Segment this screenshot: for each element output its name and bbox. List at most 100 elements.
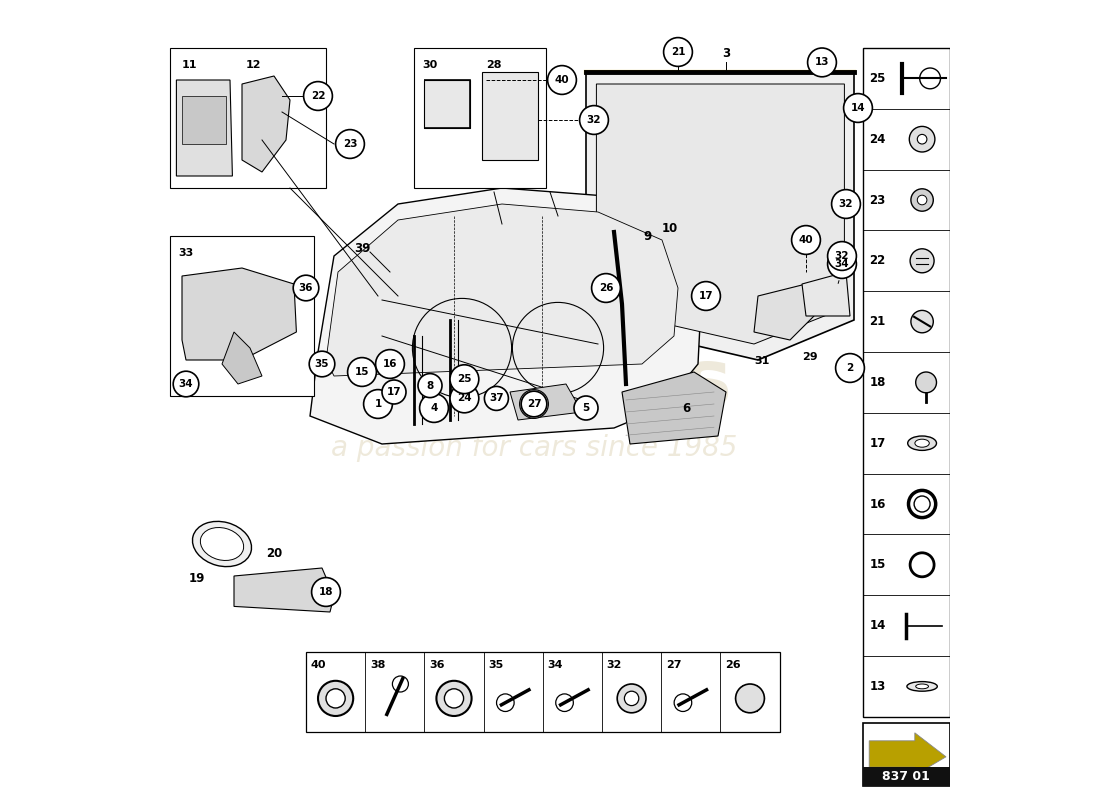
Circle shape (807, 48, 836, 77)
Text: 35: 35 (315, 359, 329, 369)
Circle shape (437, 681, 472, 716)
Text: 39: 39 (354, 242, 371, 254)
Ellipse shape (915, 439, 930, 447)
Bar (862, 723, 950, 786)
Text: 32: 32 (835, 251, 849, 261)
Circle shape (326, 689, 345, 708)
Circle shape (450, 365, 478, 394)
Circle shape (304, 82, 332, 110)
Circle shape (844, 94, 872, 122)
Circle shape (444, 689, 463, 708)
Text: 22: 22 (310, 91, 326, 101)
Polygon shape (621, 372, 726, 444)
Circle shape (574, 396, 598, 420)
Text: 22: 22 (869, 254, 886, 267)
Text: 28: 28 (486, 60, 502, 70)
Text: 40: 40 (799, 235, 813, 245)
Text: 17: 17 (698, 291, 713, 301)
Text: 23: 23 (343, 139, 358, 149)
Text: 38: 38 (370, 660, 385, 670)
Circle shape (692, 282, 720, 310)
Text: 21: 21 (869, 315, 886, 328)
Circle shape (625, 691, 639, 706)
Ellipse shape (908, 436, 936, 450)
Polygon shape (222, 332, 262, 384)
Polygon shape (182, 268, 296, 360)
Circle shape (915, 372, 936, 393)
Circle shape (309, 351, 334, 377)
Circle shape (910, 126, 935, 152)
Bar (306, 652, 780, 732)
Circle shape (663, 38, 692, 66)
Text: 27: 27 (527, 399, 541, 409)
Circle shape (519, 390, 549, 418)
Text: 8: 8 (427, 381, 433, 390)
Text: a passion for cars since 1985: a passion for cars since 1985 (331, 434, 737, 462)
Text: eurocars: eurocars (336, 345, 733, 423)
Text: 24: 24 (458, 394, 472, 403)
Text: 1: 1 (374, 399, 382, 409)
Text: 9: 9 (644, 230, 651, 242)
Text: 4: 4 (430, 403, 438, 413)
Text: 3: 3 (722, 47, 730, 60)
Bar (862, 767, 950, 786)
Circle shape (827, 250, 857, 278)
Circle shape (580, 106, 608, 134)
Text: 6: 6 (682, 402, 690, 414)
Circle shape (450, 384, 478, 413)
Bar (182, 96, 225, 144)
Text: 11: 11 (182, 60, 198, 70)
Text: 18: 18 (869, 376, 886, 389)
Circle shape (364, 390, 393, 418)
Text: 12: 12 (246, 60, 262, 70)
Circle shape (617, 684, 646, 713)
Polygon shape (176, 80, 232, 176)
Circle shape (311, 578, 340, 606)
Text: 21: 21 (671, 47, 685, 57)
Text: 29: 29 (802, 352, 817, 362)
Text: 13: 13 (869, 680, 886, 693)
Text: 25: 25 (869, 72, 886, 85)
Polygon shape (482, 72, 538, 160)
Text: 32: 32 (838, 199, 854, 209)
Polygon shape (310, 188, 702, 444)
Text: 15: 15 (869, 558, 886, 571)
Circle shape (736, 684, 764, 713)
Circle shape (911, 310, 933, 333)
Circle shape (348, 358, 376, 386)
Circle shape (832, 190, 860, 218)
Text: 37: 37 (490, 394, 504, 403)
Circle shape (336, 130, 364, 158)
Polygon shape (596, 84, 845, 344)
Text: 26: 26 (598, 283, 614, 293)
Bar (862, 48, 950, 717)
Circle shape (294, 275, 319, 301)
Text: 23: 23 (869, 194, 886, 206)
Text: 34: 34 (548, 660, 563, 670)
Text: 34: 34 (835, 259, 849, 269)
Circle shape (173, 371, 199, 397)
Text: 40: 40 (311, 660, 327, 670)
Text: 31: 31 (754, 356, 769, 366)
Bar (414, 48, 546, 188)
Polygon shape (242, 76, 290, 172)
Text: 32: 32 (586, 115, 602, 125)
Text: 26: 26 (725, 660, 740, 670)
Circle shape (910, 249, 934, 273)
Text: 20: 20 (266, 547, 282, 560)
Circle shape (836, 354, 865, 382)
Text: 2: 2 (846, 363, 854, 373)
Circle shape (917, 195, 927, 205)
Polygon shape (802, 272, 850, 316)
Bar (170, 236, 314, 396)
Text: 14: 14 (869, 619, 886, 632)
Text: 17: 17 (869, 437, 886, 450)
Ellipse shape (915, 684, 928, 689)
Circle shape (548, 66, 576, 94)
Circle shape (382, 380, 406, 404)
Text: 36: 36 (429, 660, 444, 670)
Text: 33: 33 (178, 248, 194, 258)
Text: 30: 30 (422, 60, 438, 70)
Text: 5: 5 (582, 403, 590, 413)
Text: 14: 14 (850, 103, 866, 113)
